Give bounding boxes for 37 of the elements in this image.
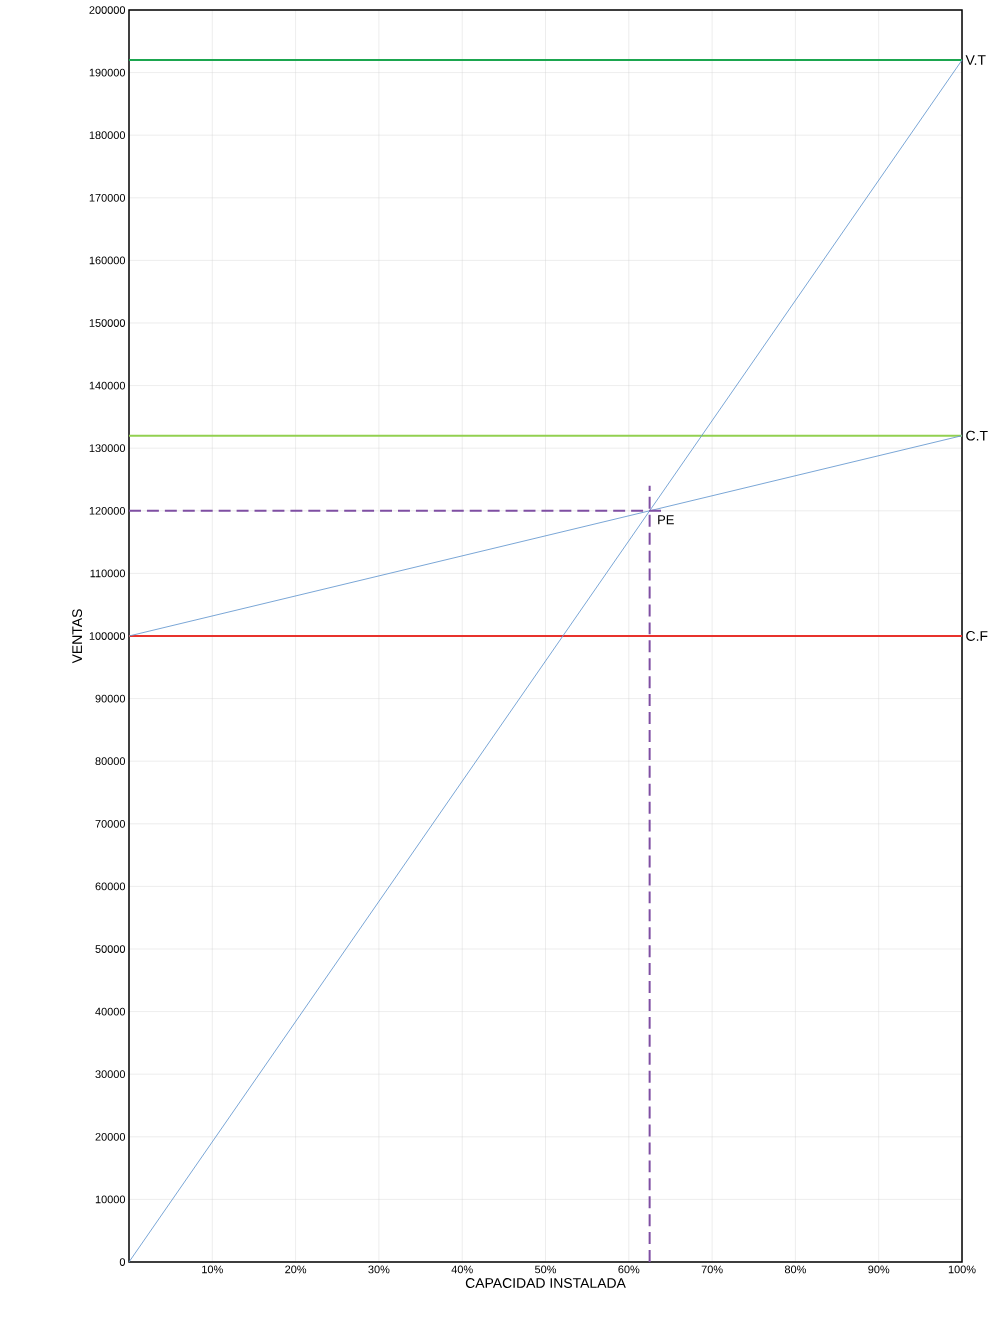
y-tick-label: 150000	[89, 319, 126, 327]
x-tick-label: 90%	[868, 1265, 890, 1274]
y-tick-label: 20000	[95, 1132, 126, 1141]
y-tick-label: 160000	[89, 256, 126, 265]
y-tick-label: 80000	[95, 757, 126, 766]
y-tick-label: 140000	[89, 381, 126, 390]
x-tick-label: 20%	[285, 1265, 307, 1274]
x-tick-label: 40%	[451, 1265, 473, 1274]
y-tick-label: 110000	[90, 569, 126, 578]
y-tick-label: 30000	[95, 1070, 126, 1079]
x-tick-label: 50%	[534, 1265, 557, 1274]
y-tick-label: 200000	[89, 6, 126, 14]
y-tick-label: 190000	[89, 68, 126, 77]
y-tick-label: 0	[119, 1258, 126, 1266]
y-tick-label: 10000	[95, 1195, 126, 1204]
y-tick-label: 130000	[89, 444, 126, 453]
ref-line-label: C.F	[966, 631, 988, 641]
x-tick-label: 100%	[948, 1265, 976, 1274]
x-tick-label: 10%	[202, 1265, 223, 1274]
x-tick-label: 30%	[368, 1265, 390, 1274]
x-tick-label: 60%	[618, 1265, 640, 1274]
y-tick-label: 50000	[95, 945, 126, 953]
x-axis-title: CAPACIDAD INSTALADA	[465, 1278, 626, 1289]
y-axis-title: VENTAS	[72, 609, 83, 664]
y-tick-label: 90000	[95, 694, 126, 703]
y-tick-label: 100000	[89, 632, 126, 640]
y-tick-label: 60000	[95, 882, 126, 891]
x-tick-label: 70%	[701, 1265, 723, 1274]
ref-line-label: V.T	[965, 55, 986, 65]
annotation: PE	[658, 515, 674, 525]
y-tick-label: 170000	[89, 193, 126, 202]
y-tick-label: 70000	[95, 819, 126, 828]
x-tick-label: 80%	[784, 1265, 806, 1274]
y-tick-label: 120000	[89, 506, 126, 515]
y-tick-label: 180000	[89, 131, 126, 140]
y-tick-label: 40000	[95, 1007, 126, 1016]
ref-line-label: C.T	[966, 430, 988, 441]
